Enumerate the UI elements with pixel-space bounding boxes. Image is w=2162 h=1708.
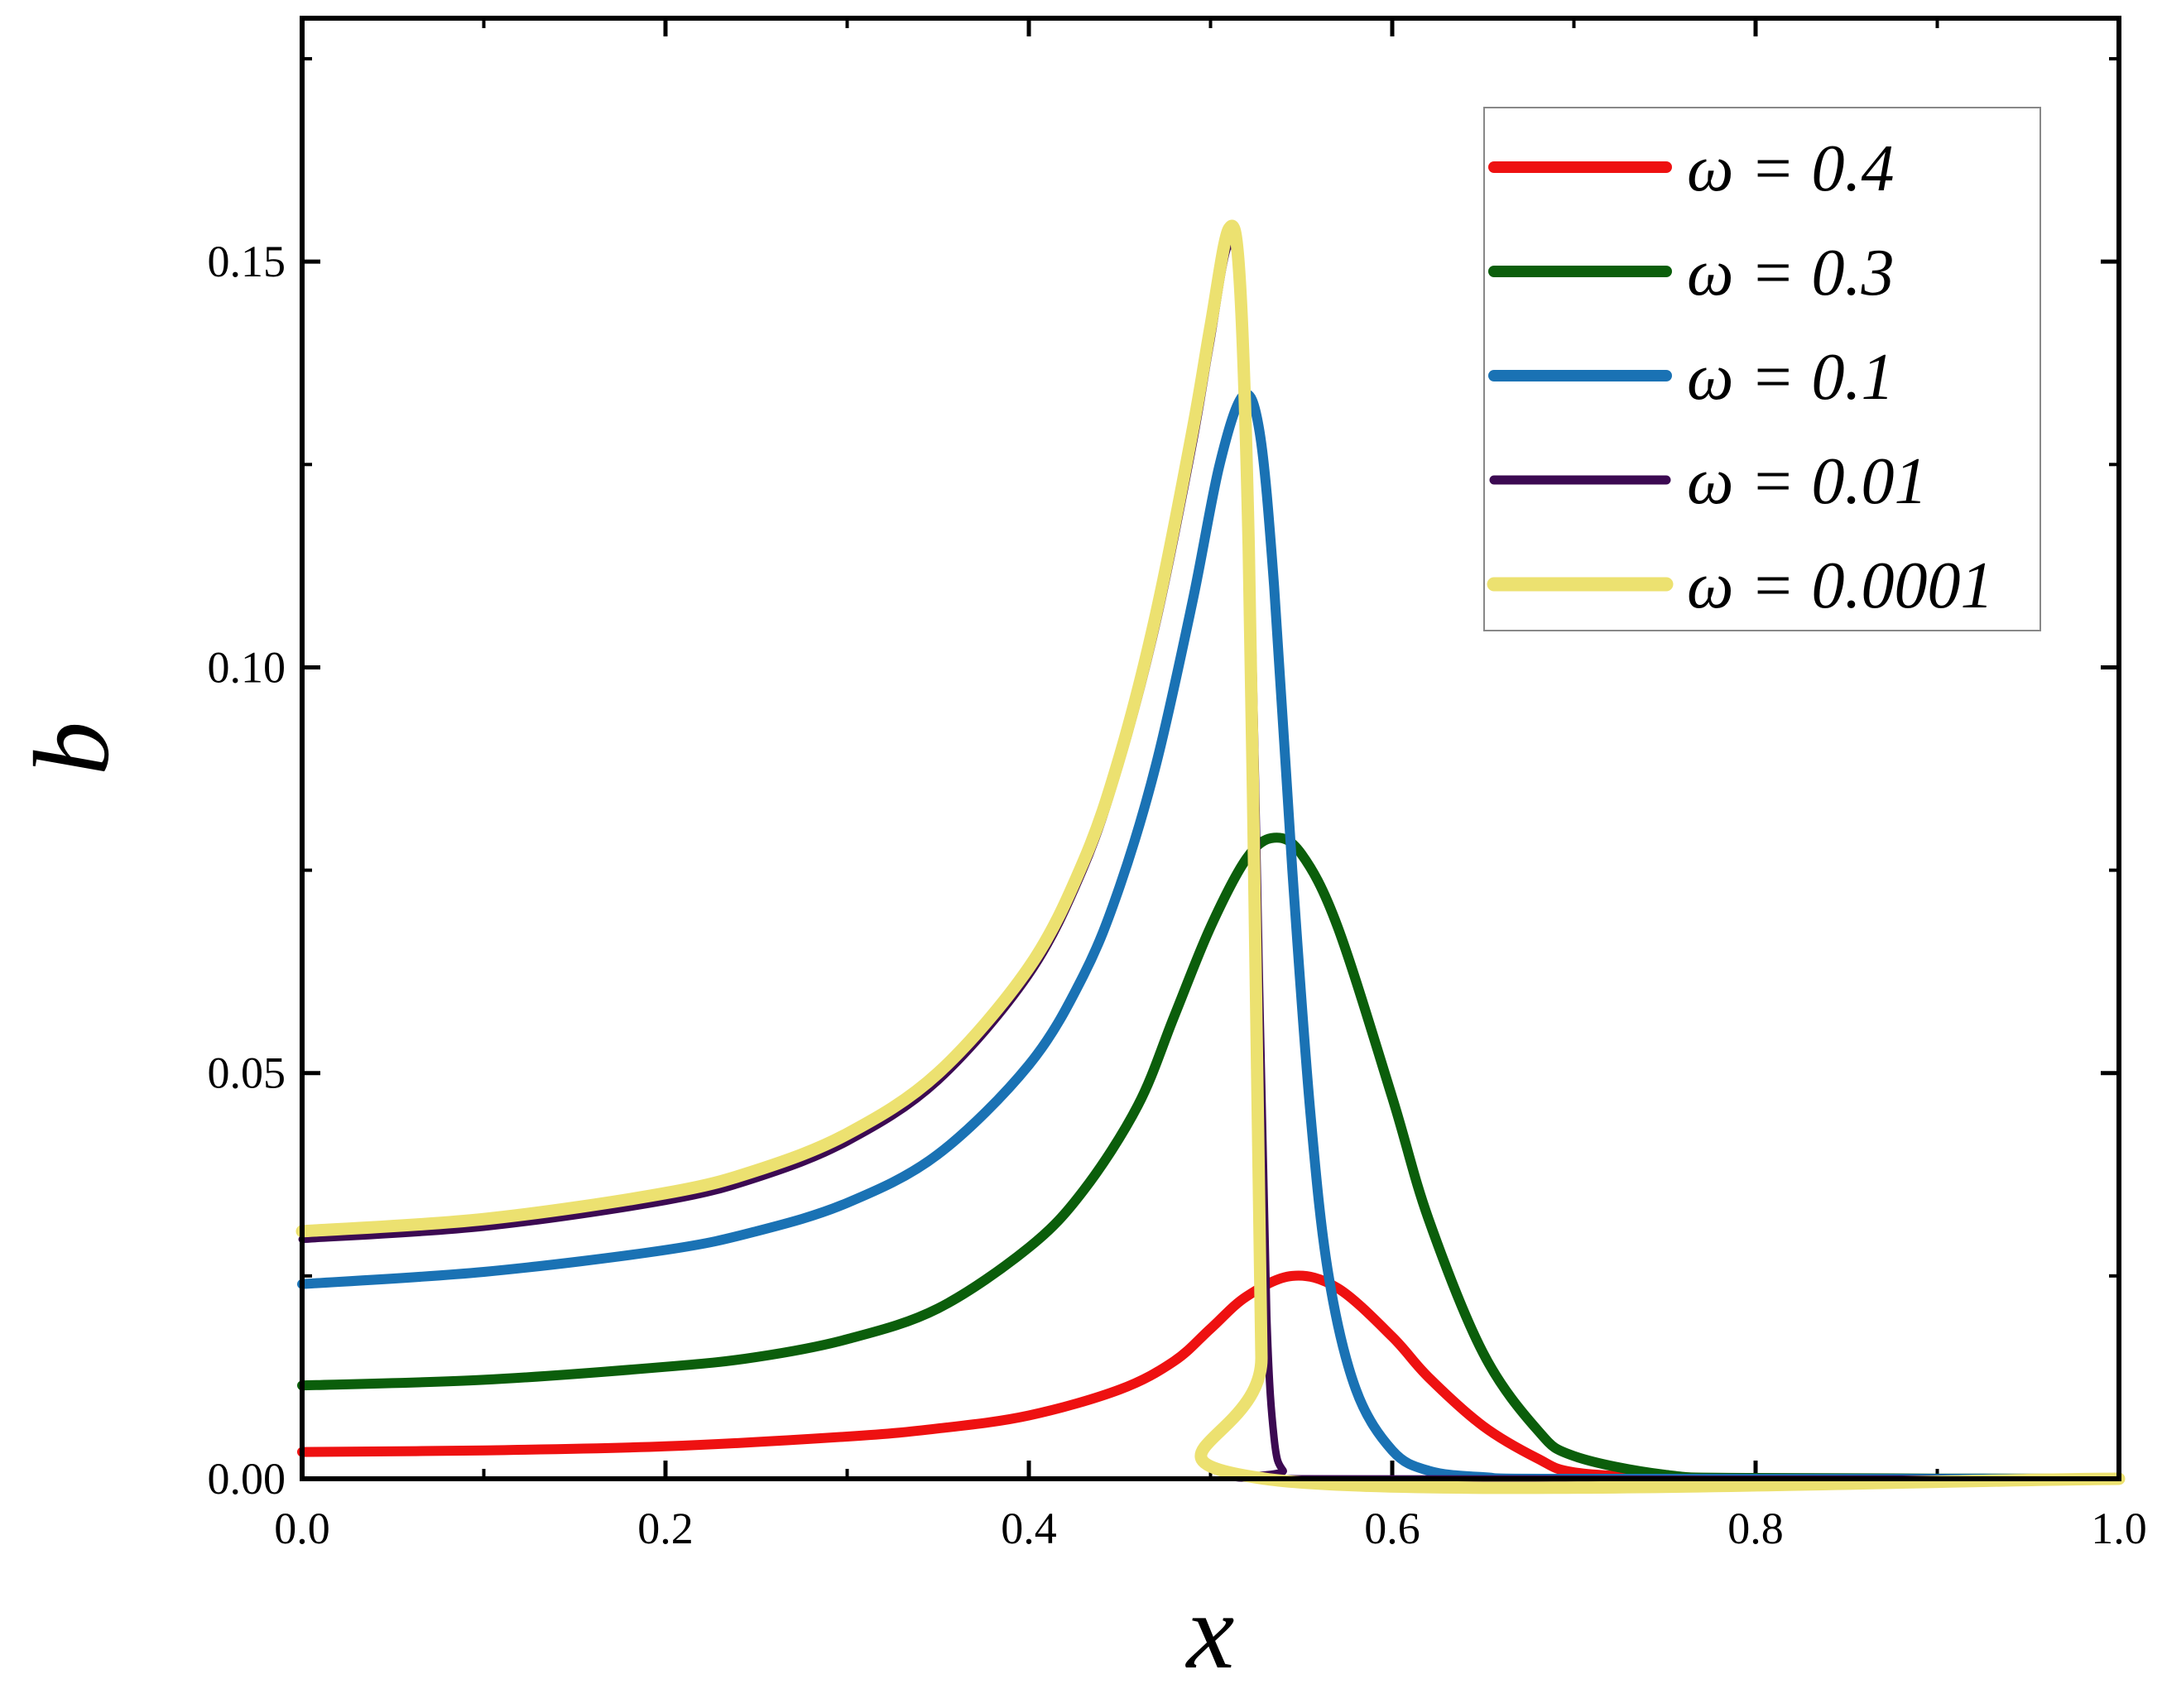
y-tick-label: 0.10 xyxy=(208,642,286,692)
x-tick-label: 0.2 xyxy=(637,1504,694,1553)
legend-label: ω = 0.01 xyxy=(1687,445,1927,518)
legend-box xyxy=(1483,107,2041,631)
y-tick-label: 0.00 xyxy=(208,1454,286,1504)
plot-frame xyxy=(300,16,2121,1481)
legend-label: ω = 0.4 xyxy=(1687,132,1894,205)
tick-labels: 0.0 0.2 0.4 0.6 0.8 1.0 0.00 0.05 0.10 0.15 xyxy=(208,237,2147,1553)
x-tick-label: 0.0 xyxy=(274,1504,330,1553)
series-line xyxy=(297,832,2124,1484)
x-axis-label: x xyxy=(1185,1572,1235,1691)
legend-label: ω = 0.3 xyxy=(1687,237,1894,309)
x-tick-label: 0.6 xyxy=(1364,1504,1420,1553)
x-tick-label: 0.4 xyxy=(1001,1504,1057,1553)
series-line xyxy=(295,219,2126,1494)
x-tick-label: 0.8 xyxy=(1727,1504,1784,1553)
y-tick-label: 0.05 xyxy=(208,1048,286,1098)
legend-label: ω = 0.0001 xyxy=(1687,549,1993,622)
y-tick-label: 0.15 xyxy=(208,237,286,286)
x-tick-label: 1.0 xyxy=(2091,1504,2147,1553)
legend-label: ω = 0.1 xyxy=(1687,341,1894,414)
legend: ω = 0.4 ω = 0.3 ω = 0.1 ω = 0.01 ω = 0.0001 xyxy=(1483,107,2041,631)
y-axis-label: b xyxy=(12,722,132,775)
